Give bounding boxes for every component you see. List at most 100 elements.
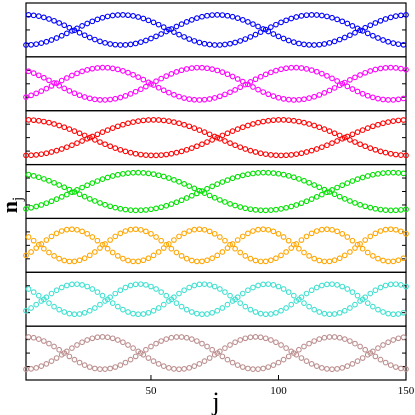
data-point bbox=[357, 141, 363, 148]
data-point bbox=[354, 129, 361, 135]
data-point bbox=[283, 249, 289, 255]
data-point bbox=[245, 365, 251, 372]
data-point bbox=[176, 93, 182, 100]
data-point bbox=[313, 363, 320, 369]
data-point bbox=[46, 300, 52, 306]
data-point bbox=[262, 335, 269, 342]
data-point bbox=[285, 172, 292, 179]
data-point bbox=[56, 306, 63, 313]
series-2 bbox=[23, 64, 409, 103]
data-point bbox=[120, 67, 126, 74]
data-point bbox=[107, 294, 114, 301]
data-point bbox=[385, 119, 392, 125]
data-point bbox=[196, 39, 203, 46]
data-point bbox=[35, 174, 42, 181]
data-point bbox=[86, 364, 93, 370]
panel-frame bbox=[25, 271, 407, 327]
panel-frame bbox=[25, 217, 407, 273]
data-point bbox=[364, 125, 371, 131]
data-point bbox=[211, 194, 218, 201]
data-point bbox=[247, 34, 254, 40]
data-point bbox=[341, 79, 348, 86]
data-point bbox=[163, 292, 170, 299]
data-point bbox=[25, 334, 32, 340]
data-point bbox=[375, 345, 381, 351]
data-point bbox=[357, 201, 363, 208]
data-point bbox=[40, 14, 47, 21]
data-point bbox=[58, 228, 65, 234]
data-point bbox=[362, 294, 369, 301]
data-point bbox=[380, 342, 386, 348]
data-point bbox=[234, 126, 241, 132]
data-point bbox=[97, 366, 103, 372]
data-point bbox=[316, 92, 323, 98]
data-point bbox=[61, 22, 68, 29]
data-point bbox=[48, 149, 55, 155]
data-point bbox=[329, 226, 335, 233]
data-point bbox=[186, 183, 193, 189]
data-point bbox=[400, 117, 407, 123]
data-point bbox=[339, 230, 346, 237]
data-point bbox=[122, 148, 129, 155]
data-point bbox=[334, 78, 340, 84]
data-point bbox=[122, 93, 129, 99]
series-7 bbox=[23, 334, 409, 373]
data-point bbox=[204, 257, 210, 264]
data-point bbox=[30, 70, 37, 76]
data-point bbox=[194, 64, 200, 71]
data-point bbox=[48, 83, 55, 89]
data-point bbox=[23, 206, 29, 212]
data-point bbox=[130, 169, 136, 176]
data-point bbox=[120, 339, 126, 346]
data-point bbox=[92, 249, 98, 255]
data-point bbox=[326, 39, 333, 46]
data-point bbox=[375, 121, 381, 128]
data-point bbox=[135, 74, 142, 80]
data-point bbox=[329, 75, 335, 82]
data-point bbox=[222, 41, 228, 48]
data-point bbox=[245, 122, 251, 129]
data-point bbox=[255, 86, 261, 93]
data-point bbox=[280, 234, 287, 240]
data-point bbox=[349, 131, 356, 138]
data-point bbox=[114, 337, 121, 343]
data-point bbox=[153, 152, 159, 159]
data-point bbox=[224, 301, 231, 308]
data-point bbox=[347, 249, 353, 255]
data-point bbox=[38, 88, 45, 94]
series-3 bbox=[23, 117, 409, 159]
data-point bbox=[191, 282, 198, 289]
data-point bbox=[349, 178, 356, 184]
data-point bbox=[76, 130, 83, 137]
data-point bbox=[308, 196, 315, 202]
data-point bbox=[308, 287, 315, 294]
data-point bbox=[329, 366, 335, 373]
data-point bbox=[148, 230, 154, 237]
data-point bbox=[104, 174, 111, 181]
data-point bbox=[377, 284, 384, 291]
data-point bbox=[267, 337, 274, 343]
data-point bbox=[219, 353, 226, 360]
data-point bbox=[109, 12, 116, 19]
data-point bbox=[35, 72, 42, 79]
data-point bbox=[168, 150, 175, 157]
data-point bbox=[232, 202, 238, 209]
data-point bbox=[178, 197, 185, 204]
data-point bbox=[51, 179, 57, 186]
data-point bbox=[362, 69, 369, 76]
y-axis-label: nj bbox=[0, 197, 26, 213]
data-point bbox=[92, 137, 98, 143]
data-point bbox=[178, 21, 185, 27]
data-point bbox=[265, 91, 272, 98]
data-point bbox=[290, 39, 297, 45]
data-point bbox=[324, 13, 330, 20]
data-point bbox=[199, 64, 205, 71]
data-point bbox=[262, 151, 269, 158]
data-point bbox=[275, 230, 282, 237]
data-point bbox=[155, 361, 162, 367]
data-point bbox=[395, 96, 402, 103]
data-point bbox=[102, 39, 108, 46]
data-point bbox=[229, 359, 236, 366]
data-point bbox=[127, 282, 134, 289]
data-point bbox=[81, 32, 88, 39]
